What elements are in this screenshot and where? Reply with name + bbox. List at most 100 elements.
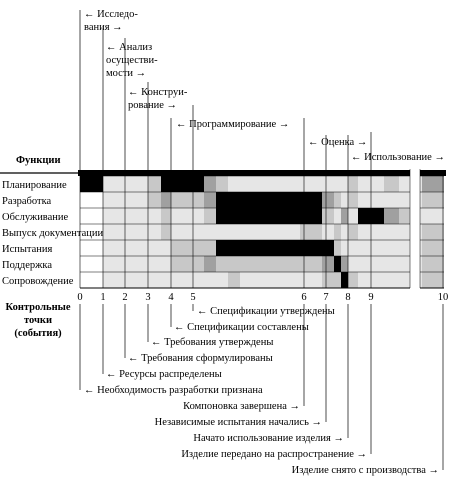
- grid-cell: [260, 192, 300, 208]
- grid-cell: [358, 208, 371, 224]
- grid-cell: [384, 224, 399, 240]
- grid-cell: [260, 224, 300, 240]
- grid-cell: [260, 272, 300, 288]
- function-label: Планирование: [2, 180, 67, 191]
- grid-cell: [103, 256, 125, 272]
- event-label: ← Требования сформулированы: [128, 353, 273, 364]
- grid-cell: [399, 240, 410, 256]
- grid-cell: [125, 176, 148, 192]
- milestone-number: 0: [77, 292, 82, 303]
- grid-cell: [334, 208, 341, 224]
- grid-cell: [240, 176, 260, 192]
- grid-cell: [334, 224, 341, 240]
- grid-cell: [148, 192, 161, 208]
- grid-cell: [371, 240, 384, 256]
- grid-cell: [341, 256, 348, 272]
- milestone-number: 7: [323, 292, 328, 303]
- grid-cell: [358, 240, 371, 256]
- event-label: ← Спецификации утверждены: [197, 306, 335, 317]
- phase-annotations: ← Исследо-вания → ← Анализ осуществи-мости…: [79, 9, 445, 172]
- top-bar: [78, 170, 446, 176]
- grid-cell: [204, 224, 216, 240]
- grid-cell: [322, 224, 334, 240]
- event-label: ← Ресурсы распределены: [106, 369, 222, 380]
- phase-label: осуществи-: [106, 55, 158, 66]
- grid-cell: [422, 192, 444, 208]
- grid-cell: [322, 208, 334, 224]
- grid-cell: [216, 256, 228, 272]
- grid-cell: [384, 272, 399, 288]
- grid-cell: [216, 240, 228, 256]
- event-label: Начато использование изделия →: [193, 433, 344, 444]
- grid-cell: [228, 256, 240, 272]
- grid-cell: [399, 224, 410, 240]
- grid-cell: [341, 192, 348, 208]
- grid-cell: [300, 192, 322, 208]
- grid-cell: [228, 176, 240, 192]
- milestone-number: 4: [168, 292, 174, 303]
- grid-cell: [334, 240, 341, 256]
- grid-cell: [399, 256, 410, 272]
- grid-cell: [228, 272, 240, 288]
- phase-label: ← Исследо-: [84, 9, 138, 20]
- grid-cell: [216, 224, 228, 240]
- grid-cell: [103, 192, 125, 208]
- grid-cell: [260, 240, 300, 256]
- grid-cell: [171, 224, 204, 240]
- phase-label: рование →: [128, 100, 177, 111]
- grid-cell: [348, 192, 358, 208]
- grid-cell: [161, 208, 171, 224]
- grid-cell: [171, 272, 204, 288]
- phase-label: вания →: [84, 22, 123, 33]
- grid-cell: [148, 240, 161, 256]
- grid-cell: [216, 208, 228, 224]
- grid-cell: [171, 208, 204, 224]
- grid-cell: [161, 256, 171, 272]
- phase-label: ← Анализ: [106, 42, 152, 53]
- grid-cell: [204, 176, 216, 192]
- grid-cell: [125, 224, 148, 240]
- grid-cell: [422, 224, 444, 240]
- function-label: Сопровождение: [2, 276, 74, 287]
- grid-cell: [228, 208, 240, 224]
- function-labels: Планирование Разработка Обслуживание Выпуск…: [2, 180, 104, 287]
- grid-cell: [334, 192, 341, 208]
- function-label: Испытания: [2, 244, 53, 255]
- grid-cell: [358, 192, 371, 208]
- grid-cell: [80, 256, 103, 272]
- grid-cell: [80, 224, 103, 240]
- grid-cell: [148, 224, 161, 240]
- grid-cell: [161, 176, 171, 192]
- grid-cell: [300, 208, 322, 224]
- grid-cell: [322, 176, 334, 192]
- phase-label: ← Программирование →: [176, 119, 289, 130]
- grid-cell: [125, 256, 148, 272]
- grid-cell: [260, 208, 300, 224]
- grid-cell: [300, 224, 322, 240]
- grid-cell: [334, 256, 341, 272]
- milestone-number: 6: [301, 292, 306, 303]
- grid-cell: [399, 208, 410, 224]
- event-label: ← Требования утверждены: [151, 337, 273, 348]
- grid-cell: [161, 224, 171, 240]
- grid-cell: [358, 272, 371, 288]
- milestone-number: 10: [438, 292, 449, 303]
- milestones-heading: Контрольные точки (события): [6, 302, 71, 339]
- grid-cell: [216, 176, 228, 192]
- grid-cell: [103, 272, 125, 288]
- grid-cell: [171, 240, 204, 256]
- grid-cell: [300, 256, 322, 272]
- grid-cell: [103, 224, 125, 240]
- grid-cell: [371, 256, 384, 272]
- grid-cell: [371, 192, 384, 208]
- grid-cell: [348, 208, 358, 224]
- grid-cell: [334, 176, 341, 192]
- grid-cell: [348, 224, 358, 240]
- phase-label: ← Использование →: [351, 152, 445, 163]
- grid-cell: [348, 256, 358, 272]
- grid-cell: [228, 240, 240, 256]
- milestone-number: 8: [345, 292, 350, 303]
- grid-cell: [80, 272, 103, 288]
- grid-cell: [204, 208, 216, 224]
